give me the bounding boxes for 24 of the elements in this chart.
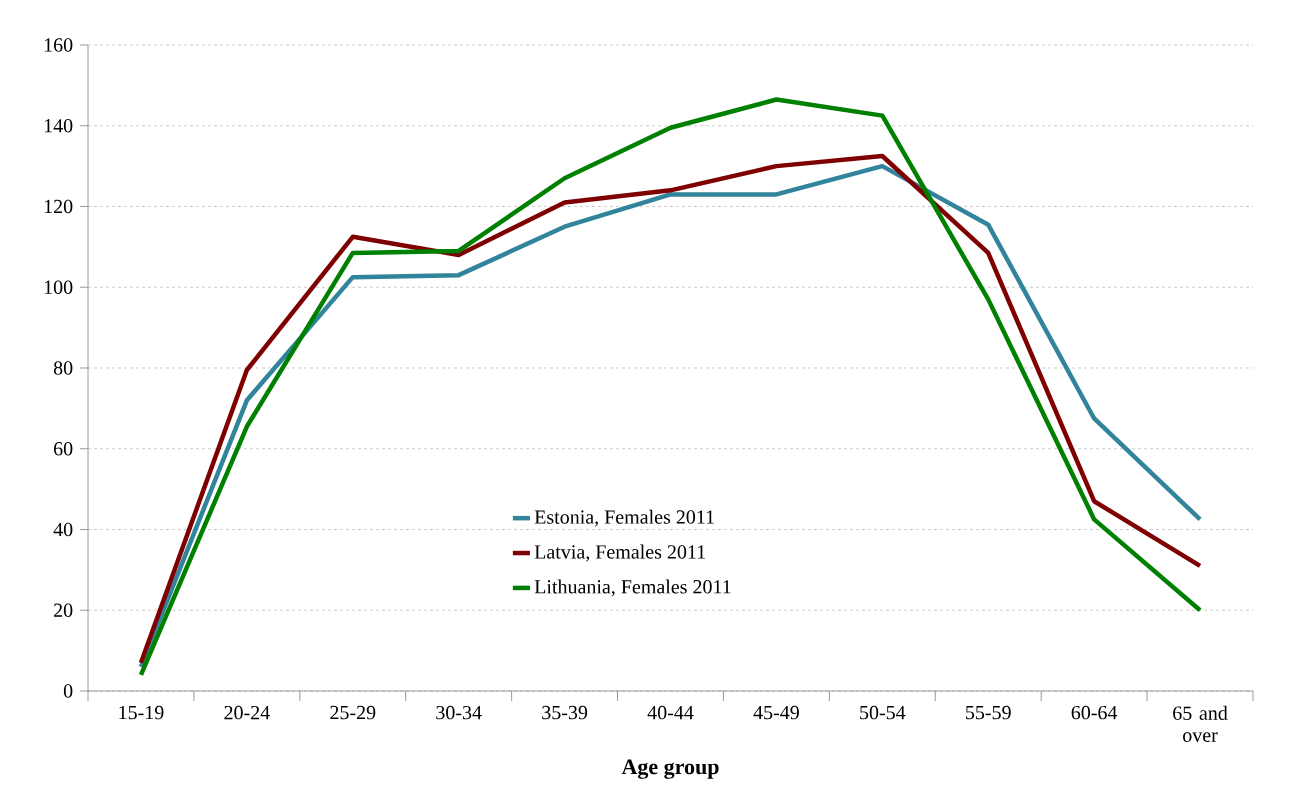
legend-label: Lithuania, Females 2011: [534, 579, 731, 597]
y-tick-label: 20: [54, 603, 73, 617]
x-tick-label: 45-49: [753, 705, 799, 720]
y-tick-label: 120: [44, 199, 73, 214]
x-tick-label: 15-19: [119, 705, 164, 720]
x-tick-label: 40-44: [647, 705, 694, 720]
x-tick-label: 35-39: [542, 705, 588, 720]
y-tick-label: 80: [53, 361, 73, 375]
legend-label: Estonia, Females 2011: [534, 509, 714, 527]
x-tick-label: 30-34: [436, 705, 482, 720]
y-tick-label: 60: [54, 442, 73, 456]
x-tick-label: 65 and over: [1173, 705, 1228, 742]
x-tick-label: 60-64: [1071, 705, 1118, 720]
y-tick-label: 0: [63, 684, 73, 698]
x-tick-label: 50-54: [860, 705, 906, 720]
y-tick-label: 40: [53, 522, 73, 537]
y-tick-label: 140: [44, 119, 73, 133]
y-tick-label: 100: [44, 280, 73, 294]
x-tick-label: 55-59: [966, 705, 1011, 720]
x-tick-label: 20-24: [224, 705, 270, 720]
y-tick-label: 160: [44, 38, 73, 52]
legend-label: Latvia, Females 2011: [534, 544, 705, 562]
x-tick-label: 25-29: [330, 705, 376, 720]
x-axis-title: Age group: [621, 759, 719, 779]
